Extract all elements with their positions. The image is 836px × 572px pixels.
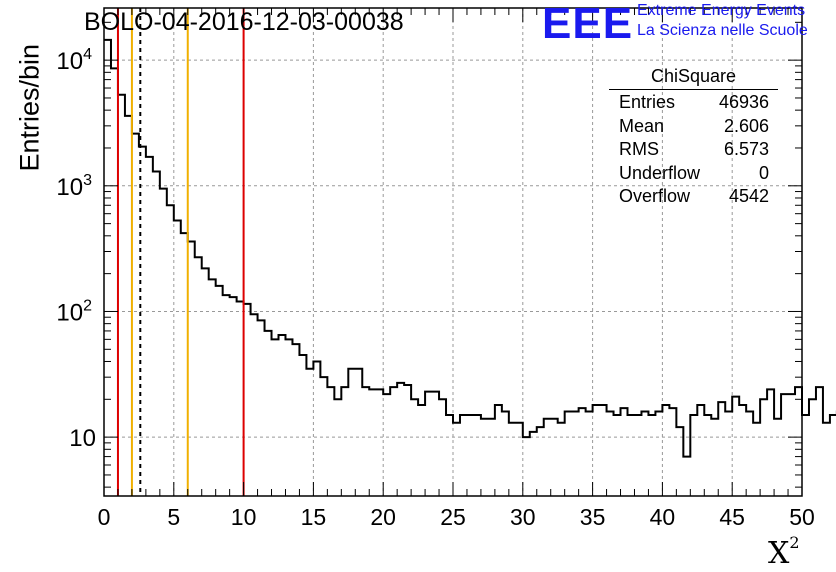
x-axis-label: X2: [768, 533, 800, 571]
chart-title: BOLO-04-2016-12-03-00038: [84, 8, 404, 36]
stats-label: RMS: [619, 139, 659, 159]
stats-label: Overflow: [619, 186, 691, 206]
x-tick-label: 20: [370, 504, 396, 530]
histogram-series: [104, 38, 836, 458]
x-tick-label: 30: [510, 504, 536, 530]
y-tick-label: 102: [56, 297, 92, 326]
logo-line-2: La Scienza nelle Scuole: [637, 22, 808, 39]
x-tick-label: 35: [580, 504, 606, 530]
x-tick-label: 5: [167, 504, 180, 530]
stats-row-rms: RMS 6.573: [609, 139, 778, 163]
stats-label: Entries: [619, 92, 676, 112]
y-axis-label: Entries/bin: [14, 43, 45, 172]
stats-row-entries: Entries 46936: [609, 92, 778, 116]
y-tick-label: 103: [56, 172, 92, 201]
x-tick-label: 15: [301, 504, 327, 530]
stats-row-mean: Mean 2.606: [609, 116, 778, 140]
x-tick-label: 45: [719, 504, 745, 530]
stats-value: 46936: [718, 92, 769, 112]
logo-mark: EEE: [542, 0, 634, 48]
x-tick-label: 40: [650, 504, 676, 530]
stats-row-underflow: Underflow 0: [609, 163, 778, 187]
logo-line-1: Extreme Energy Events: [637, 2, 806, 19]
stats-value: 6.573: [723, 139, 769, 159]
stats-value: 2.606: [723, 115, 769, 136]
stats-label: Mean: [619, 115, 665, 136]
y-tick-label: 10: [69, 425, 96, 452]
stats-value: 0: [758, 162, 769, 183]
x-tick-label: 0: [98, 504, 111, 530]
x-tick-label: 25: [440, 504, 466, 530]
stats-title: ChiSquare: [609, 66, 778, 90]
stats-label: Underflow: [619, 162, 701, 183]
stats-value: 4542: [728, 186, 769, 206]
stats-row-overflow: Overflow 4542: [609, 186, 778, 210]
x-tick-label: 50: [789, 504, 815, 530]
stats-box: ChiSquare Entries 46936 Mean 2.606 RMS 6.57…: [609, 66, 778, 210]
y-tick-label: 104: [56, 46, 92, 75]
x-tick-label: 10: [231, 504, 257, 530]
